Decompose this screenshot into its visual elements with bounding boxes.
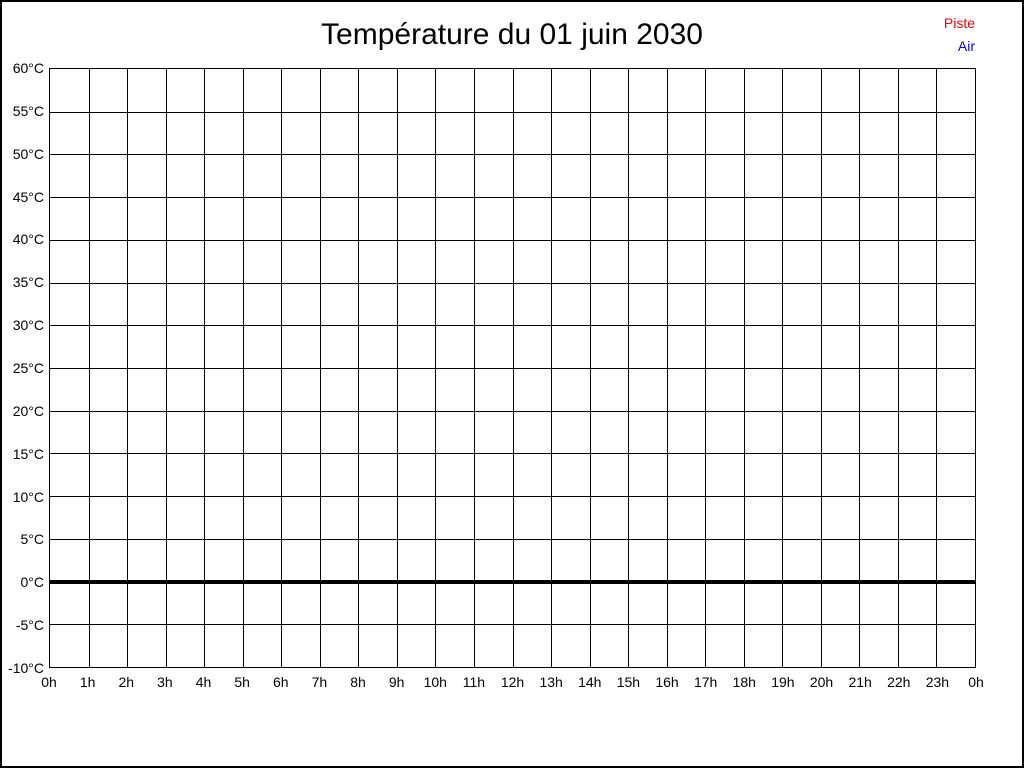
x-tick-label: 15h <box>616 674 641 690</box>
y-tick-label: 60°C <box>12 60 44 76</box>
x-tick-label: 13h <box>539 674 563 690</box>
x-tick-label: 22h <box>887 674 911 690</box>
horizontal-gridline <box>50 453 975 455</box>
horizontal-gridline <box>50 624 975 626</box>
x-tick-label: 5h <box>234 674 250 690</box>
horizontal-gridline <box>50 282 975 284</box>
y-tick-label: 15°C <box>12 445 44 462</box>
x-tick-label: 6h <box>272 674 289 690</box>
x-tick-label: 2h <box>118 674 135 690</box>
x-tick-label: 19h <box>771 674 795 690</box>
x-tick-label: 4h <box>195 674 212 690</box>
x-tick-label: 9h <box>388 674 405 690</box>
horizontal-gridline <box>50 111 975 113</box>
x-tick-label: 11h <box>462 674 486 690</box>
y-axis-labels: 60°C 55°C 50°C 45°C 40°C 35°C 30°C 25°C 20°C 15°C… <box>2 60 45 676</box>
y-tick-label: 40°C <box>12 231 44 248</box>
x-tick-label: 16h <box>655 674 679 690</box>
horizontal-gridline <box>50 239 975 241</box>
horizontal-gridline <box>50 154 975 156</box>
horizontal-gridline <box>50 368 975 369</box>
x-tick-label: 0h <box>968 674 984 690</box>
x-tick-label: 3h <box>157 674 173 690</box>
x-tick-label: 8h <box>350 674 366 690</box>
zero-degree-line <box>50 579 975 584</box>
x-tick-label: 17h <box>693 674 718 690</box>
y-tick-label: 45°C <box>12 188 44 205</box>
x-tick-label: 21h <box>848 674 872 690</box>
y-tick-label: 35°C <box>12 274 44 291</box>
x-axis-labels: 0h 1h 2h 3h 4h 5h 6h 7h 8h 9h 10h 11h 12h 13h 14h 15h 16… <box>41 674 984 694</box>
x-tick-label: 0h <box>41 674 57 690</box>
x-tick-label: 23h <box>925 674 950 690</box>
x-tick-label: 18h <box>732 674 756 690</box>
legend-item-piste: Piste <box>943 15 975 31</box>
y-tick-label: 10°C <box>12 488 44 505</box>
y-tick-label: 0°C <box>20 574 45 591</box>
y-tick-label: 55°C <box>12 102 44 119</box>
x-tick-label: 1h <box>79 674 96 690</box>
plot-area <box>49 68 976 668</box>
horizontal-gridline <box>50 496 975 498</box>
x-tick-label: 10h <box>423 674 447 690</box>
x-tick-label: 7h <box>311 674 328 690</box>
horizontal-gridline <box>50 197 975 199</box>
y-tick-label: 20°C <box>12 402 44 419</box>
y-tick-label: 50°C <box>12 145 44 162</box>
y-tick-label: -10°C <box>8 660 44 676</box>
x-tick-label: 14h <box>578 674 602 690</box>
legend-item-air: Air <box>957 38 975 54</box>
horizontal-gridline <box>50 410 975 412</box>
chart-title: Température du 01 juin 2030 <box>321 18 703 51</box>
y-tick-label: -5°C <box>15 617 44 634</box>
horizontal-gridline <box>50 538 975 540</box>
x-tick-label: 12h <box>500 674 525 690</box>
y-tick-label: 25°C <box>12 360 44 376</box>
horizontal-gridline <box>50 325 975 327</box>
y-tick-label: 30°C <box>12 317 44 334</box>
x-tick-label: 20h <box>809 674 834 690</box>
legend: Piste Air <box>944 12 975 58</box>
y-tick-label: 5°C <box>20 531 45 548</box>
